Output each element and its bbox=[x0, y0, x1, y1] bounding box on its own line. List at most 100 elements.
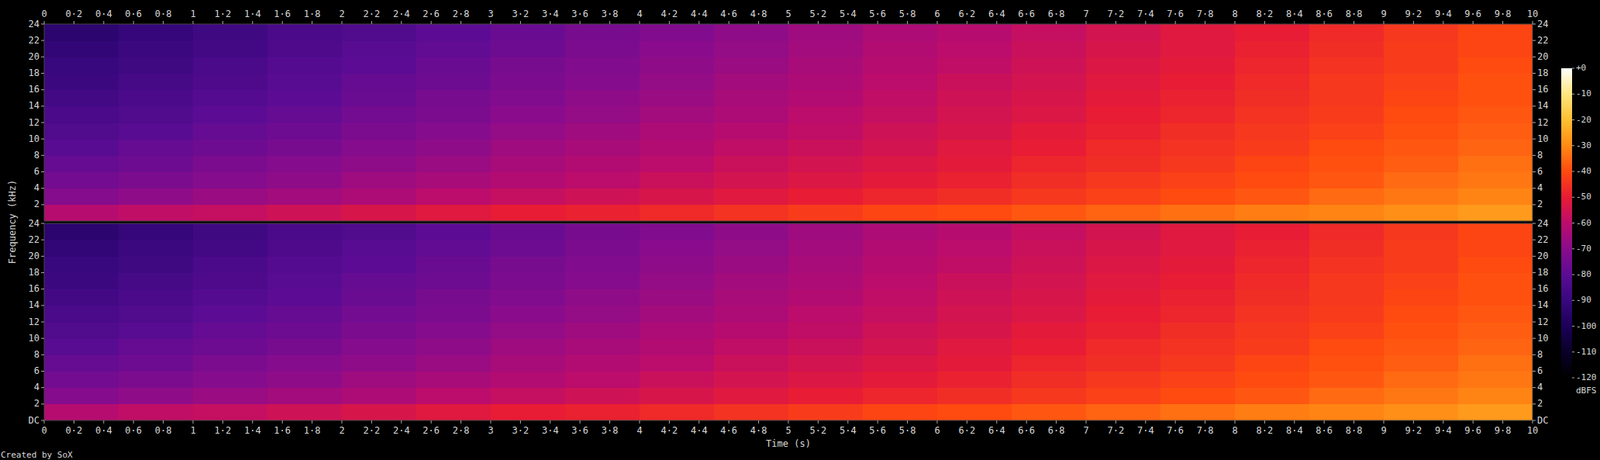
x-tick-label: 3·4 bbox=[541, 8, 559, 20]
cell bbox=[1234, 172, 1311, 190]
x-tick bbox=[1502, 20, 1504, 25]
cell bbox=[1458, 272, 1533, 290]
x-tick bbox=[1234, 420, 1236, 424]
y-tick bbox=[1532, 223, 1536, 225]
cell bbox=[193, 272, 269, 290]
cell bbox=[118, 255, 194, 273]
cell bbox=[639, 106, 715, 124]
cell bbox=[1383, 24, 1459, 42]
cell bbox=[862, 138, 938, 156]
y-axis-label: Frequency (kHz) bbox=[6, 179, 18, 264]
x-tick-label: 6·8 bbox=[1048, 8, 1066, 20]
cell bbox=[267, 223, 343, 241]
x-tick bbox=[282, 20, 283, 25]
x-tick-label: 6 bbox=[934, 8, 940, 20]
x-tick-label: 1·6 bbox=[273, 424, 291, 436]
x-tick bbox=[193, 420, 194, 424]
y-tick-label: 20 bbox=[1537, 51, 1549, 63]
cell bbox=[1011, 204, 1087, 221]
x-tick bbox=[1264, 20, 1266, 25]
cell bbox=[267, 138, 343, 156]
y-tick bbox=[41, 370, 45, 372]
y-tick bbox=[1532, 304, 1536, 306]
cell bbox=[565, 289, 641, 307]
cell bbox=[1309, 403, 1385, 421]
cell bbox=[341, 56, 418, 74]
cell bbox=[267, 24, 343, 42]
x-tick-label: 8·8 bbox=[1345, 424, 1363, 436]
x-tick-label: 6 bbox=[934, 424, 940, 436]
cell bbox=[193, 73, 269, 91]
x-tick-label: 7·6 bbox=[1166, 8, 1184, 20]
x-tick-label: 8 bbox=[1231, 424, 1238, 436]
cell bbox=[193, 122, 269, 140]
x-tick bbox=[549, 420, 551, 424]
x-tick bbox=[162, 20, 164, 25]
cell bbox=[267, 106, 343, 124]
cell bbox=[862, 354, 938, 372]
x-tick-label: 7·2 bbox=[1107, 8, 1125, 20]
spectrogram: 2244668810101212141416161818202022222424… bbox=[0, 0, 1600, 460]
colorbar bbox=[1561, 68, 1573, 378]
cell bbox=[788, 403, 864, 421]
cell bbox=[1383, 403, 1459, 421]
x-tick bbox=[1026, 420, 1028, 424]
cell bbox=[118, 89, 194, 107]
cell bbox=[862, 305, 938, 323]
cell bbox=[1234, 272, 1311, 290]
cell bbox=[44, 354, 120, 372]
cell bbox=[1234, 155, 1311, 173]
cell bbox=[1383, 188, 1459, 206]
x-tick bbox=[520, 20, 521, 25]
cell bbox=[937, 272, 1013, 290]
cell bbox=[788, 272, 864, 290]
cell bbox=[1458, 89, 1533, 107]
x-tick bbox=[1175, 420, 1176, 424]
cell bbox=[267, 305, 343, 323]
cell bbox=[1160, 289, 1236, 307]
cell bbox=[1458, 73, 1533, 91]
cell bbox=[1011, 371, 1087, 389]
cell bbox=[565, 239, 641, 257]
colorbar-tick-label: -90 bbox=[1575, 294, 1592, 305]
cell bbox=[639, 337, 715, 356]
cell bbox=[1383, 40, 1459, 58]
cell bbox=[341, 387, 418, 405]
cell bbox=[713, 371, 790, 389]
y-tick-label: 18 bbox=[1537, 67, 1549, 79]
cell bbox=[862, 89, 938, 107]
y-tick-label: 10 bbox=[1537, 133, 1549, 145]
cell bbox=[1234, 387, 1311, 405]
cell bbox=[1458, 122, 1533, 140]
cell bbox=[341, 371, 418, 389]
x-tick bbox=[311, 420, 313, 424]
y-tick-label: 24 bbox=[28, 18, 40, 30]
x-tick bbox=[103, 20, 104, 25]
cell bbox=[937, 106, 1013, 124]
y-tick bbox=[41, 272, 45, 273]
cell bbox=[1086, 289, 1162, 307]
cell bbox=[1234, 24, 1311, 42]
x-tick-label: 5 bbox=[785, 8, 791, 20]
colorbar-tick bbox=[1572, 351, 1575, 352]
x-tick-label: 3·8 bbox=[601, 8, 619, 20]
cell bbox=[937, 204, 1013, 221]
colorbar-tick bbox=[1572, 119, 1575, 121]
y-tick bbox=[41, 138, 45, 140]
x-tick bbox=[1086, 420, 1087, 424]
cell bbox=[267, 354, 343, 372]
cell bbox=[341, 89, 418, 107]
x-tick-label: 6·6 bbox=[1017, 8, 1035, 20]
cell bbox=[416, 122, 492, 140]
x-tick-label: 0·6 bbox=[124, 8, 142, 20]
x-tick bbox=[1502, 420, 1504, 424]
cell bbox=[639, 56, 715, 74]
colorbar-tick-label: -40 bbox=[1575, 165, 1592, 176]
cell bbox=[1011, 239, 1087, 257]
cell bbox=[267, 188, 343, 206]
cell bbox=[1011, 40, 1087, 58]
cell bbox=[713, 172, 790, 190]
x-tick bbox=[1413, 20, 1414, 25]
cell bbox=[1458, 172, 1533, 190]
x-tick bbox=[431, 420, 432, 424]
